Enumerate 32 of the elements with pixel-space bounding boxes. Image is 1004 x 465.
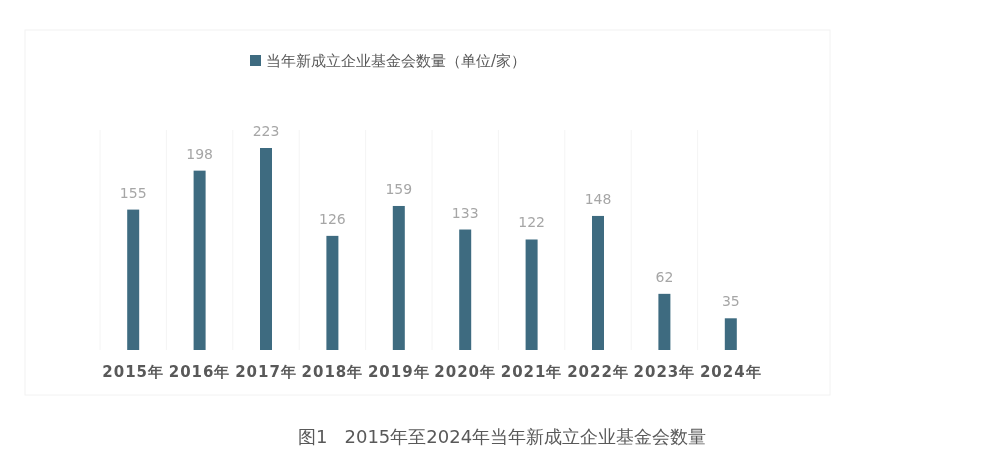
bar: [459, 229, 472, 350]
x-tick-label: 2015年: [102, 363, 165, 381]
data-label: 133: [451, 204, 479, 221]
bar: [525, 239, 538, 350]
bar: [127, 209, 140, 350]
bar: [260, 148, 272, 350]
data-label: 126: [319, 210, 346, 227]
x-tick-label: 2019年: [367, 363, 430, 381]
x-tick-label: 2018年: [301, 363, 364, 381]
x-tick-label: 2023年: [633, 363, 696, 381]
x-tick-label: 2016年: [168, 363, 231, 381]
x-tick-label: 2021年: [500, 363, 563, 381]
data-label: 62: [655, 268, 674, 285]
x-tick-label: 2024年: [699, 363, 762, 381]
data-label: 35: [721, 293, 740, 310]
bar: [724, 318, 737, 350]
caption: 图1 2015年至2024年当年新成立企业基金会数量: [297, 426, 707, 447]
bar: [592, 215, 604, 350]
x-tick-label: 2020年: [434, 363, 497, 381]
legend-label: 当年新成立企业基金会数量（单位/家）: [266, 52, 527, 70]
bar: [193, 170, 206, 350]
bar: [326, 235, 339, 350]
data-label: 148: [584, 190, 612, 207]
x-tick-label: 2017年: [235, 363, 297, 381]
bar: [658, 293, 671, 350]
data-label: 155: [119, 184, 147, 201]
bar: [392, 205, 405, 350]
data-label: 122: [518, 214, 545, 231]
x-tick-label: 2022年: [567, 363, 629, 381]
data-label: 223: [252, 123, 280, 139]
data-label: 159: [385, 180, 413, 197]
data-label: 198: [186, 145, 213, 162]
